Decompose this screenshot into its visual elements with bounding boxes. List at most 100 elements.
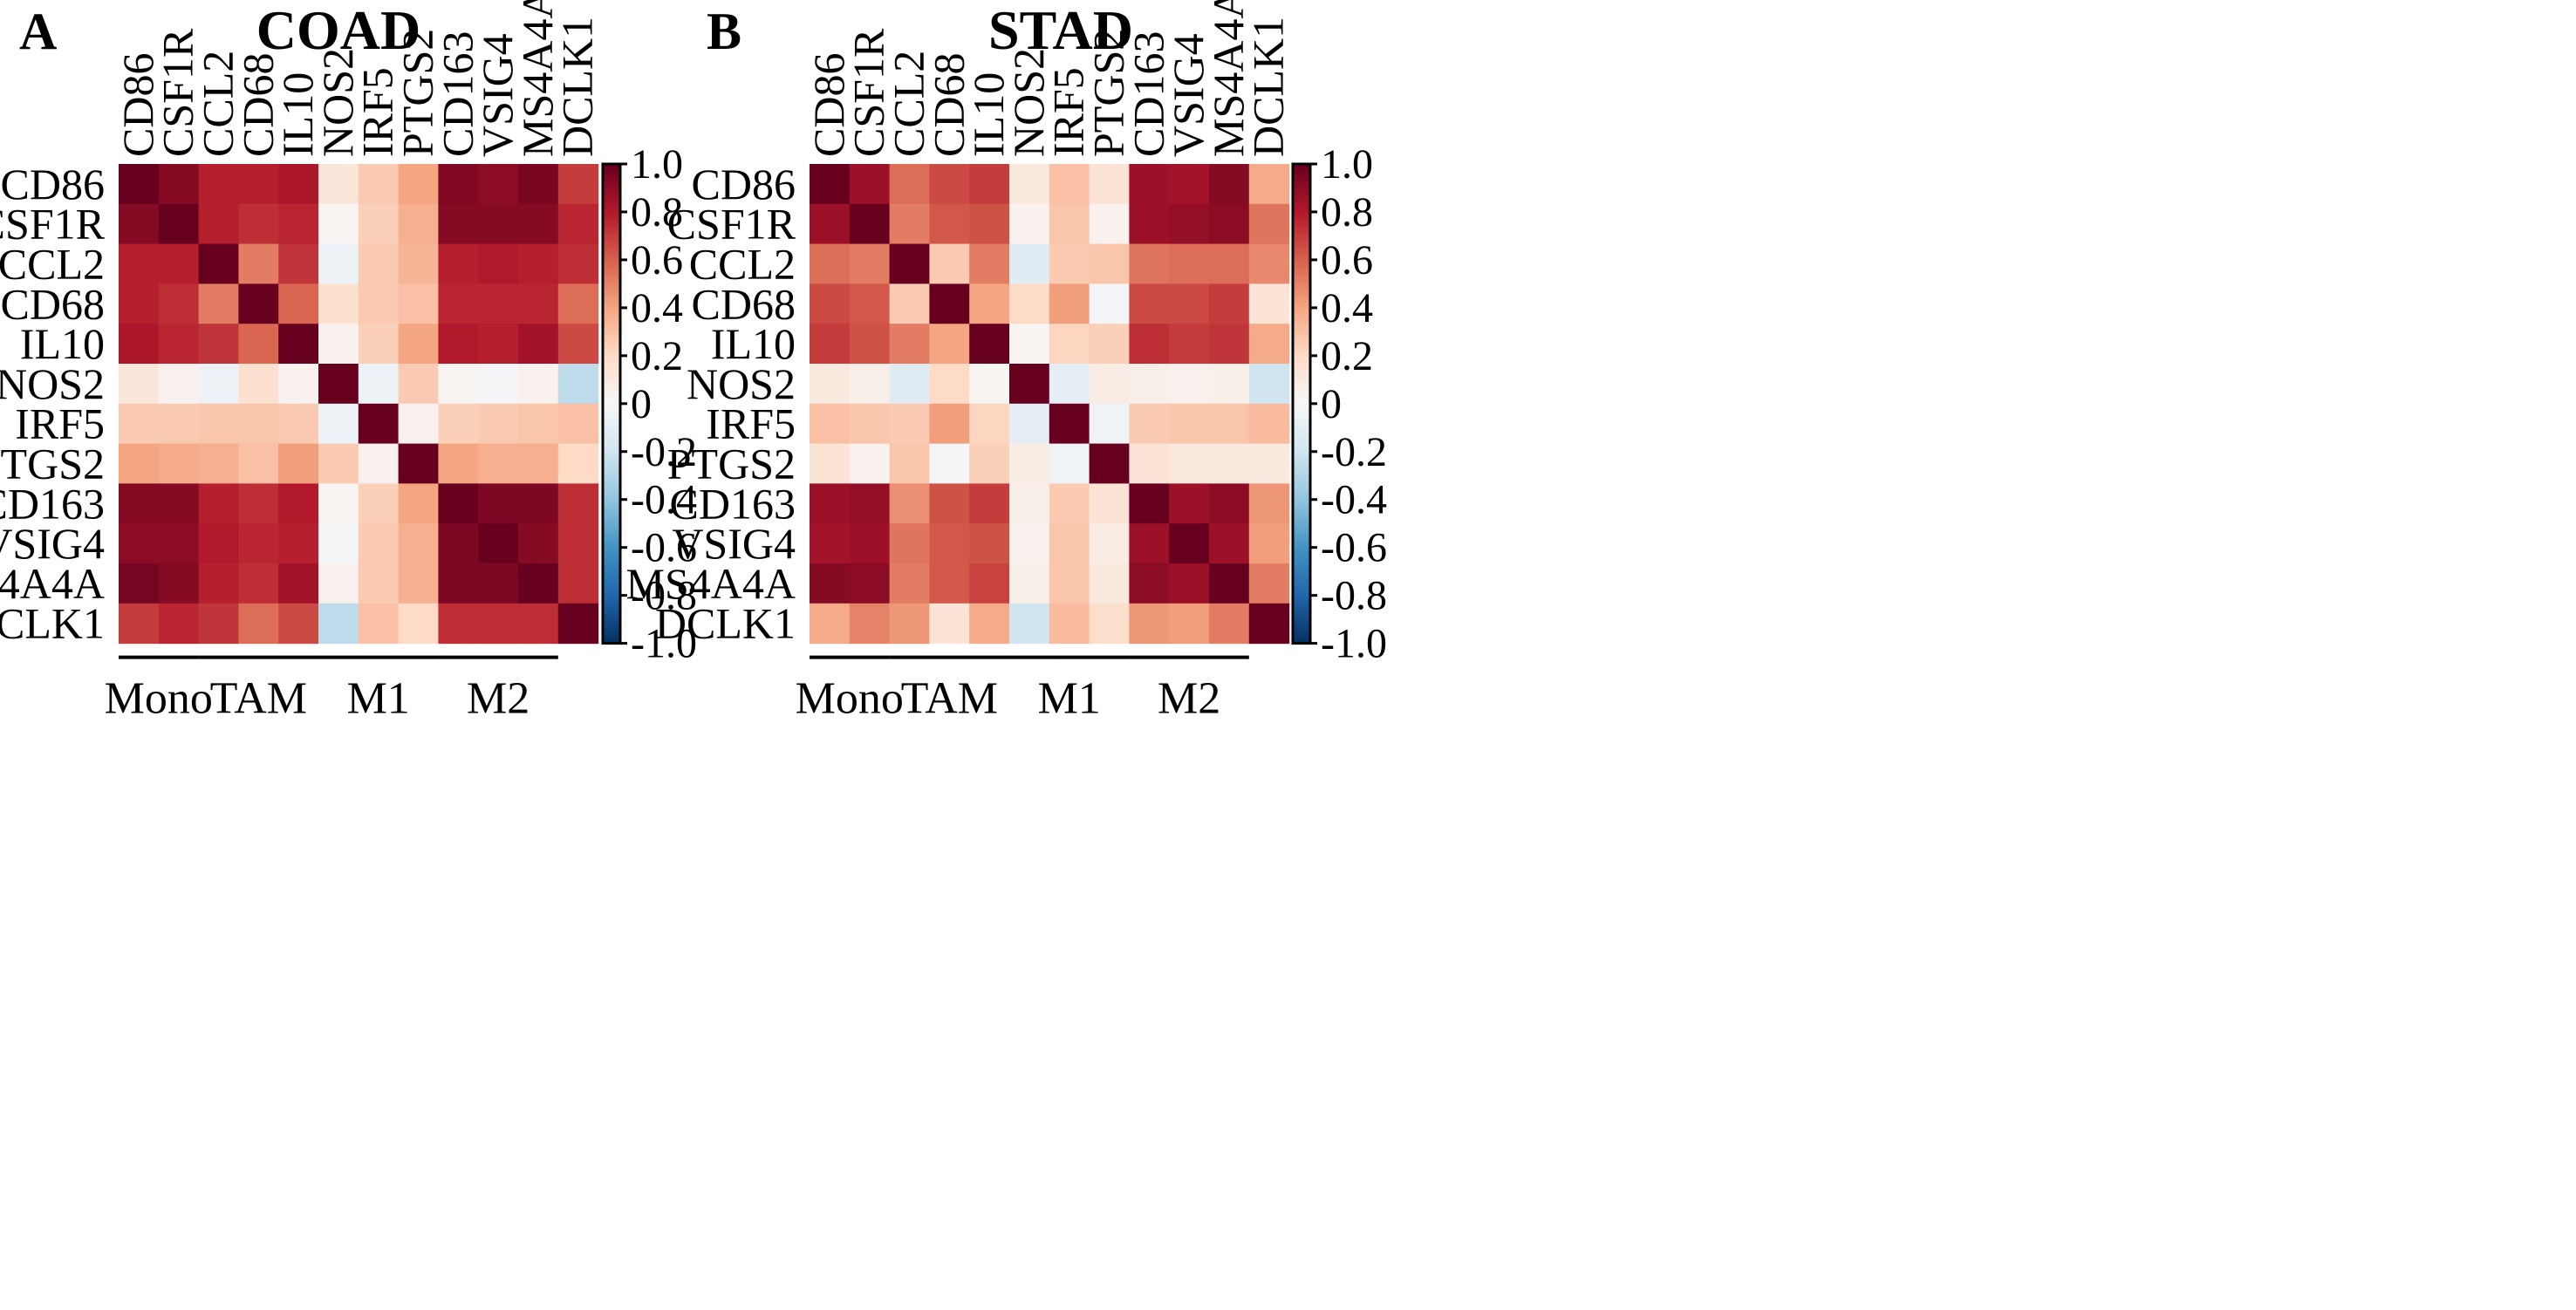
heatmap-cell — [1248, 483, 1290, 524]
heatmap-cell — [929, 164, 970, 205]
heatmap-cell — [278, 243, 319, 284]
heatmap-cell — [810, 283, 851, 324]
heatmap-cell — [849, 403, 891, 445]
heatmap-cell — [1129, 283, 1170, 324]
heatmap-cell — [318, 164, 359, 205]
heatmap-cell — [1009, 364, 1050, 405]
row-label: CD86 — [1, 160, 105, 208]
heatmap-cell — [518, 364, 559, 405]
column-label: VSIG4 — [1164, 33, 1213, 157]
heatmap-cell — [889, 483, 930, 524]
column-label: CSF1R — [154, 28, 202, 157]
heatmap-cell — [1209, 203, 1250, 245]
heatmap-cell — [518, 563, 559, 604]
heatmap-cell — [1169, 603, 1210, 645]
heatmap-cell — [1169, 403, 1210, 445]
heatmap-cell — [478, 164, 519, 205]
heatmap-cell — [238, 523, 279, 564]
heatmap-cell — [238, 403, 279, 445]
heatmap-cell — [358, 164, 400, 205]
heatmap-cell — [278, 403, 319, 445]
heatmap-cell — [1089, 603, 1130, 645]
heatmap-cell — [810, 483, 851, 524]
row-label: IRF5 — [706, 399, 796, 448]
heatmap-cell — [1248, 324, 1290, 365]
heatmap-cell — [810, 523, 851, 564]
colorbar-tick-label: 0 — [1321, 381, 1342, 427]
heatmap-cell — [1009, 483, 1050, 524]
heatmap-cell — [1049, 243, 1090, 284]
heatmap-cell — [438, 483, 479, 524]
heatmap-cell — [398, 483, 439, 524]
heatmap-cell — [358, 203, 400, 245]
heatmap-cell — [119, 164, 160, 205]
heatmap-cell — [119, 283, 160, 324]
heatmap-cell — [158, 403, 200, 445]
heatmap-cell — [318, 203, 359, 245]
heatmap-cell — [557, 483, 599, 524]
heatmap-cell — [318, 603, 359, 645]
heatmap-cell — [398, 403, 439, 445]
heatmap-cell — [889, 324, 930, 365]
heatmap-cell — [1129, 243, 1170, 284]
heatmap-cell — [1129, 443, 1170, 484]
row-label: NOS2 — [0, 359, 105, 408]
heatmap-cell — [238, 324, 279, 365]
heatmap-cell — [518, 164, 559, 205]
heatmap-cell — [1248, 364, 1290, 405]
group-label: M1 — [347, 674, 410, 724]
column-label: CD86 — [804, 53, 853, 157]
heatmap-cell — [158, 243, 200, 284]
heatmap-cell — [478, 364, 519, 405]
heatmap-cell — [889, 403, 930, 445]
heatmap-cell — [1248, 443, 1290, 484]
row-label: MS4A4A — [626, 559, 796, 608]
row-label: MS4A4A — [0, 559, 105, 608]
heatmap-cell — [810, 443, 851, 484]
heatmap-cell — [198, 203, 239, 245]
heatmap-cell — [358, 324, 400, 365]
colorbar-tick-label: -0.8 — [1321, 573, 1387, 619]
heatmap-cell — [1248, 403, 1290, 445]
panel-a-coad: ACOADCD86CSF1RCCL2CD68IL10NOS2IRF5PTGS2C… — [0, 0, 697, 724]
heatmap-cell — [1209, 563, 1250, 604]
heatmap-cell — [158, 443, 200, 484]
heatmap-cell — [1248, 203, 1290, 245]
heatmap-cell — [398, 364, 439, 405]
heatmap-cell — [198, 283, 239, 324]
heatmap-cell — [278, 603, 319, 645]
row-label: IL10 — [20, 319, 105, 368]
heatmap-cell — [810, 243, 851, 284]
heatmap-cell — [438, 203, 479, 245]
column-label: CD68 — [924, 53, 973, 157]
colorbar-tick-label: 0.4 — [631, 285, 683, 331]
row-label: CCL2 — [0, 240, 105, 289]
heatmap-cell — [318, 243, 359, 284]
heatmap-cell — [969, 283, 1010, 324]
heatmap-cell — [1248, 523, 1290, 564]
heatmap-cell — [1089, 523, 1130, 564]
heatmap-cell — [1209, 283, 1250, 324]
heatmap-cell — [849, 283, 891, 324]
heatmap-cell — [398, 164, 439, 205]
heatmap-cell — [1009, 324, 1050, 365]
group-label: M2 — [1158, 674, 1220, 724]
heatmap-cell — [557, 403, 599, 445]
heatmap-cell — [1089, 443, 1130, 484]
heatmap-cell — [810, 603, 851, 645]
heatmap-cell — [1129, 603, 1170, 645]
column-label: CD163 — [1124, 31, 1172, 157]
heatmap-cell — [1089, 243, 1130, 284]
heatmap-cell — [929, 483, 970, 524]
heatmap-cell — [1169, 283, 1210, 324]
heatmap-cell — [1049, 364, 1090, 405]
heatmap-cell — [318, 324, 359, 365]
heatmap-cell — [557, 563, 599, 604]
heatmap-cell — [318, 403, 359, 445]
heatmap-cell — [278, 443, 319, 484]
heatmap-cell — [557, 324, 599, 365]
heatmap-cell — [1009, 603, 1050, 645]
heatmap-cell — [478, 443, 519, 484]
panel-title: COAD — [256, 0, 420, 61]
heatmap-cell — [198, 324, 239, 365]
